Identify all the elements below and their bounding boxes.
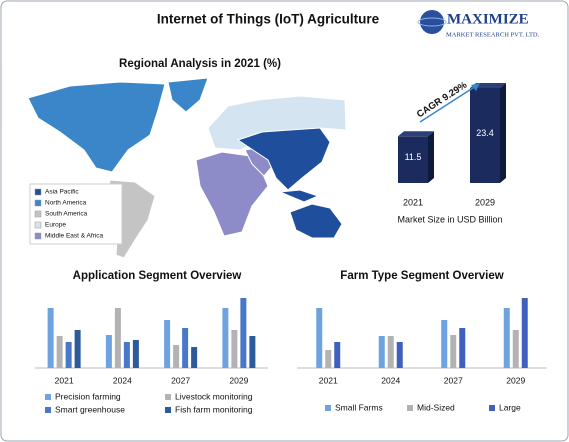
legend-label: Mid-Sized (417, 402, 455, 412)
bar (173, 345, 180, 368)
chart-title: Farm Type Segment Overview (340, 270, 503, 282)
cagr-arrowhead (471, 83, 480, 91)
legend-label: North America (45, 200, 87, 207)
x-tick-label: 2027 (171, 375, 190, 385)
bar-value-label: 11.5 (405, 152, 422, 162)
bar (450, 335, 457, 368)
chart-title: Application Segment Overview (73, 270, 242, 282)
logo-ring (417, 17, 447, 27)
legend-label: Middle East & Africa (45, 233, 104, 240)
bar (470, 88, 500, 183)
page-title: Internet of Things (IoT) Agriculture (157, 12, 380, 27)
bar (387, 336, 394, 368)
europe (207, 95, 347, 151)
bar (123, 342, 130, 368)
x-tick-label: 2021 (319, 375, 338, 385)
legend-swatch (34, 210, 42, 218)
legend-swatch (34, 221, 42, 229)
bar-top (398, 131, 434, 137)
legend-swatch (489, 405, 495, 411)
bar-side (500, 83, 506, 183)
x-tick-label: 2029 (506, 375, 525, 385)
africa (195, 151, 269, 237)
legend-swatch (34, 188, 42, 196)
bar (398, 136, 428, 183)
bar (231, 330, 238, 368)
legend-label: Smart greenhouse (55, 404, 125, 414)
bar (132, 340, 139, 368)
bar (47, 308, 54, 368)
x-tick-label: 2024 (381, 375, 400, 385)
bar (459, 328, 466, 368)
bar (222, 308, 229, 368)
bar (512, 330, 519, 368)
legend-swatch (325, 405, 331, 411)
australia (289, 203, 343, 239)
legend-label: Asia Pacific (45, 189, 79, 196)
legend-label: South America (45, 211, 88, 218)
bar (503, 308, 510, 368)
north-america (27, 81, 166, 173)
legend-swatch (45, 407, 51, 413)
bar (316, 308, 323, 368)
legend-label: Large (499, 402, 521, 412)
bar-value-label: 23.4 (476, 128, 494, 138)
x-axis-label: Market Size in USD Billion (397, 214, 502, 224)
bar (182, 328, 189, 368)
bar (521, 298, 528, 368)
logo-globe (420, 10, 444, 34)
bar (396, 342, 403, 368)
legend-label: Europe (45, 222, 66, 229)
bar (65, 342, 72, 368)
legend-swatch (407, 405, 413, 411)
x-tick-label: 2029 (229, 375, 248, 385)
logo-tagline: MARKET RESEARCH PVT. LTD. (446, 31, 540, 38)
bar-side (428, 131, 434, 183)
bar (114, 308, 121, 368)
legend-swatch (165, 407, 171, 413)
x-tick-label: 2029 (475, 197, 495, 207)
bar (334, 342, 341, 368)
bar (56, 336, 63, 368)
bar (164, 320, 171, 368)
legend-swatch (165, 394, 171, 400)
x-tick-label: 2021 (55, 375, 74, 385)
cagr-arrow (419, 85, 477, 123)
map-legend-box (29, 183, 123, 245)
bar (441, 320, 448, 368)
logo-name: MAXIMIZE (447, 11, 529, 27)
bar (325, 350, 332, 368)
x-tick-label: 2024 (113, 375, 132, 385)
map-title: Regional Analysis in 2021 (%) (119, 58, 281, 70)
bar (378, 336, 385, 368)
legend-label: Precision farming (55, 391, 121, 401)
bar (74, 330, 81, 368)
asia (236, 127, 331, 191)
legend-label: Livestock monitoring (175, 391, 253, 401)
bar (105, 335, 112, 368)
legend-swatch (45, 394, 51, 400)
legend-swatch (34, 199, 42, 207)
x-tick-label: 2021 (403, 197, 423, 207)
x-tick-label: 2027 (444, 375, 463, 385)
legend-label: Fish farm monitoring (175, 404, 253, 414)
greenland (167, 77, 209, 113)
bar (240, 298, 247, 368)
legend-label: Small Farms (335, 402, 383, 412)
legend-swatch (34, 232, 42, 240)
bar (191, 347, 198, 368)
indonesia (279, 189, 320, 203)
bar (249, 336, 256, 368)
